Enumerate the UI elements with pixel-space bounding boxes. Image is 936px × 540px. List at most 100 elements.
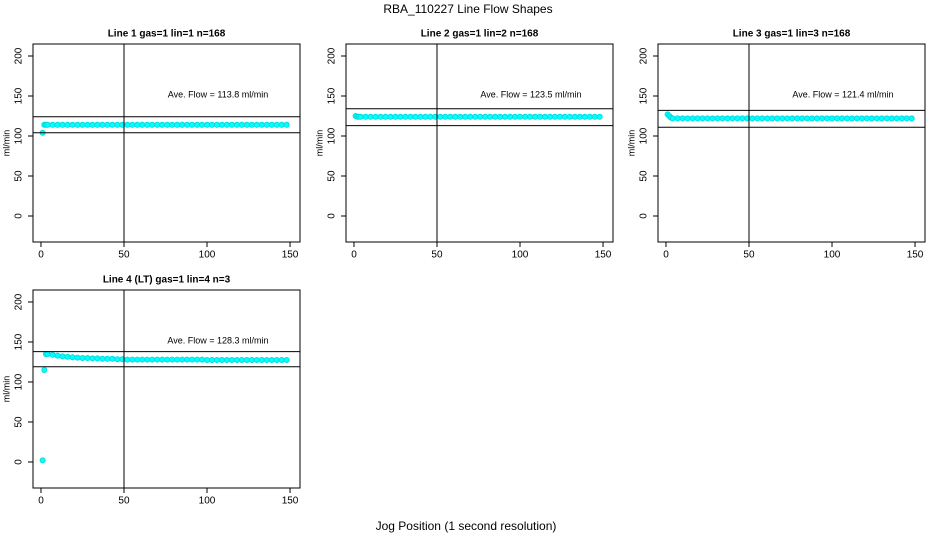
point — [213, 356, 220, 363]
point — [134, 121, 141, 128]
point — [774, 115, 781, 122]
point — [248, 356, 255, 363]
point — [194, 356, 201, 363]
point — [213, 121, 220, 128]
x-tick-label: 150 — [595, 250, 612, 261]
point — [704, 115, 711, 122]
point — [833, 115, 840, 122]
point — [99, 121, 106, 128]
point — [437, 113, 444, 120]
point — [759, 115, 766, 122]
point — [263, 121, 270, 128]
panel-title: Line 3 gas=1 lin=3 n=168 — [733, 29, 851, 40]
point — [674, 115, 681, 122]
point — [571, 113, 578, 120]
panel: Line 1 gas=1 lin=1 n=168 ml/min 0 50 100 150 0… — [1, 29, 301, 261]
point — [154, 121, 161, 128]
point — [129, 356, 136, 363]
point — [44, 350, 51, 357]
point — [779, 115, 786, 122]
x-tick-label: 150 — [282, 496, 299, 507]
point — [204, 121, 211, 128]
point — [477, 113, 484, 120]
point — [714, 115, 721, 122]
point — [189, 121, 196, 128]
panel-title: Line 2 gas=1 lin=2 n=168 — [421, 29, 539, 40]
point — [427, 113, 434, 120]
x-axis-label: Jog Position (1 second resolution) — [376, 519, 557, 533]
point — [84, 121, 91, 128]
y-tick-label: 50 — [639, 170, 650, 182]
point — [114, 121, 121, 128]
point — [397, 113, 404, 120]
x-tick-label: 0 — [38, 250, 44, 261]
y-axis-label: ml/min — [314, 130, 324, 157]
point — [114, 356, 121, 363]
point — [517, 113, 524, 120]
point — [179, 356, 186, 363]
point — [447, 113, 454, 120]
point — [417, 113, 424, 120]
point — [74, 121, 81, 128]
point — [541, 113, 548, 120]
point — [422, 113, 429, 120]
x-tick-label: 0 — [663, 250, 669, 261]
point — [669, 115, 676, 122]
point — [94, 355, 101, 362]
point — [848, 115, 855, 122]
point — [104, 355, 111, 362]
point — [824, 115, 831, 122]
point — [754, 115, 761, 122]
point — [218, 356, 225, 363]
point — [512, 113, 519, 120]
point — [139, 356, 146, 363]
point — [561, 113, 568, 120]
point — [794, 115, 801, 122]
point — [179, 121, 186, 128]
point — [784, 115, 791, 122]
point — [248, 121, 255, 128]
figure-title: RBA_110227 Line Flow Shapes — [383, 2, 552, 16]
y-tick-label: 0 — [639, 213, 650, 219]
point — [809, 115, 816, 122]
plot-frame — [32, 43, 301, 243]
x-tick-label: 150 — [907, 250, 924, 261]
point — [64, 121, 71, 128]
point — [382, 113, 389, 120]
point — [273, 121, 280, 128]
point — [238, 121, 245, 128]
x-tick-label: 100 — [512, 250, 529, 261]
point — [502, 113, 509, 120]
point — [804, 115, 811, 122]
point — [487, 113, 494, 120]
point — [84, 354, 91, 361]
point — [204, 356, 211, 363]
y-tick-label: 200 — [14, 47, 25, 64]
point — [838, 115, 845, 122]
point — [208, 356, 215, 363]
y-tick-label: 200 — [14, 293, 25, 310]
point — [79, 121, 86, 128]
point — [154, 356, 161, 363]
point — [89, 121, 96, 128]
point — [124, 121, 131, 128]
point — [536, 113, 543, 120]
point — [273, 356, 280, 363]
point — [679, 115, 686, 122]
point — [149, 356, 156, 363]
panel-title: Line 4 (LT) gas=1 lin=4 n=3 — [103, 275, 231, 286]
point — [863, 115, 870, 122]
point — [243, 356, 250, 363]
point — [829, 115, 836, 122]
point — [54, 352, 61, 359]
point — [591, 113, 598, 120]
x-tick-label: 0 — [38, 496, 44, 507]
point — [853, 115, 860, 122]
point — [184, 121, 191, 128]
point — [59, 353, 66, 360]
point — [74, 354, 81, 361]
point — [253, 356, 260, 363]
point — [233, 121, 240, 128]
point — [69, 121, 76, 128]
point — [174, 121, 181, 128]
